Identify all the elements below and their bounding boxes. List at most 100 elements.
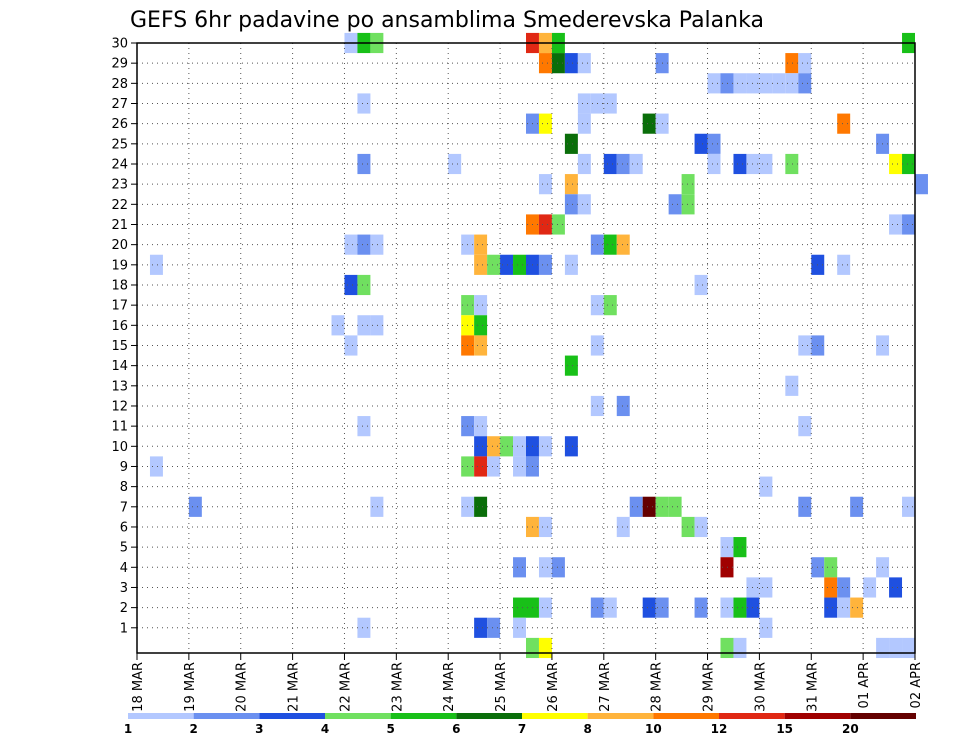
data-cell [889, 153, 903, 175]
data-cell [889, 577, 903, 598]
data-cell [474, 617, 488, 638]
legend-label: 20 [842, 722, 859, 736]
x-tick-label: 25 MAR [494, 662, 509, 712]
y-tick-label: 7 [120, 500, 128, 515]
legend-label: 7 [518, 722, 526, 736]
y-tick-label: 6 [120, 520, 128, 535]
x-tick-label: 18 MAR [131, 662, 146, 712]
y-tick-label: 25 [111, 137, 128, 152]
data-cell [785, 375, 799, 396]
x-tick-label: 28 MAR [650, 662, 665, 712]
data-cell [629, 496, 643, 517]
data-cell [149, 254, 163, 275]
data-cell [616, 153, 630, 175]
legend-swatch [784, 713, 851, 719]
data-cell [785, 73, 799, 94]
y-tick-label: 22 [111, 198, 128, 213]
data-cell [694, 133, 708, 154]
data-cell [538, 436, 552, 457]
data-cell [603, 153, 617, 175]
x-tick-label: 02 APR [909, 662, 924, 708]
data-cell [474, 416, 488, 437]
data-cell [668, 496, 682, 517]
x-tick-label: 24 MAR [442, 662, 457, 712]
data-cell [564, 53, 578, 74]
data-cell [344, 234, 358, 255]
data-cell [370, 234, 384, 255]
data-cell [798, 335, 812, 356]
data-cell [889, 637, 903, 659]
data-cell [733, 153, 747, 175]
y-tick-label: 23 [111, 178, 128, 193]
data-cell [616, 516, 630, 538]
data-cell [564, 436, 578, 457]
y-tick-label: 29 [111, 57, 128, 72]
data-cell [733, 537, 747, 558]
data-cell [603, 295, 617, 316]
y-tick-label: 5 [120, 541, 128, 556]
data-cell [694, 516, 708, 538]
y-tick-label: 12 [111, 399, 128, 414]
data-cell [798, 73, 812, 94]
data-cell [798, 416, 812, 437]
y-tick-label: 4 [120, 561, 128, 576]
y-tick-label: 15 [111, 339, 128, 354]
data-cell [564, 174, 578, 195]
y-tick-label: 30 [111, 37, 128, 52]
legend-label: 5 [386, 722, 394, 736]
data-cell [681, 174, 695, 195]
data-cell [733, 73, 747, 94]
data-cell [707, 153, 721, 175]
x-tick-label: 19 MAR [183, 662, 198, 712]
data-cell [850, 496, 864, 517]
chart-title: GEFS 6hr padavine po ansamblima Smederev… [130, 8, 764, 33]
data-cell [577, 153, 591, 175]
legend-swatch [850, 713, 916, 719]
data-cell [720, 597, 734, 618]
data-cell [357, 617, 371, 638]
y-tick-label: 9 [120, 460, 128, 475]
y-tick-label: 27 [111, 97, 128, 112]
y-tick-label: 21 [111, 218, 128, 233]
data-cell [577, 53, 591, 74]
data-cell [526, 637, 539, 659]
data-cell [474, 254, 488, 275]
data-cell [902, 637, 915, 659]
data-cell [785, 153, 799, 175]
data-cell [642, 597, 656, 618]
grid-lines [137, 42, 915, 653]
y-tick-label: 17 [111, 299, 128, 314]
data-cell [538, 557, 552, 578]
legend-swatch [653, 713, 719, 719]
data-cell [538, 113, 552, 134]
x-tick-label: 31 MAR [805, 662, 820, 712]
data-cell [915, 174, 928, 195]
data-cell [707, 73, 721, 94]
y-tick-label: 8 [120, 480, 128, 495]
data-cell [824, 577, 838, 598]
y-tick-label: 3 [120, 581, 128, 596]
data-cell [551, 557, 565, 578]
data-cell [474, 335, 488, 356]
data-cell [798, 53, 812, 74]
data-cell [707, 133, 721, 154]
data-cell [474, 456, 488, 477]
data-cell [474, 436, 488, 457]
data-cell [720, 73, 734, 94]
data-cell [538, 214, 552, 235]
x-tick-label: 29 MAR [702, 662, 717, 712]
data-cell [538, 597, 552, 618]
data-cell [681, 516, 695, 538]
y-tick-label: 10 [111, 440, 128, 455]
data-cell [448, 153, 462, 175]
data-cell [577, 93, 591, 114]
x-tick-label: 20 MAR [235, 662, 250, 712]
data-cell [759, 73, 773, 94]
data-cell [538, 254, 552, 275]
data-cell [474, 234, 488, 255]
data-cell [902, 496, 915, 517]
x-tick-label: 01 APR [857, 662, 872, 708]
data-cell [837, 597, 851, 618]
data-cell [564, 133, 578, 154]
legend-swatch [259, 713, 325, 719]
